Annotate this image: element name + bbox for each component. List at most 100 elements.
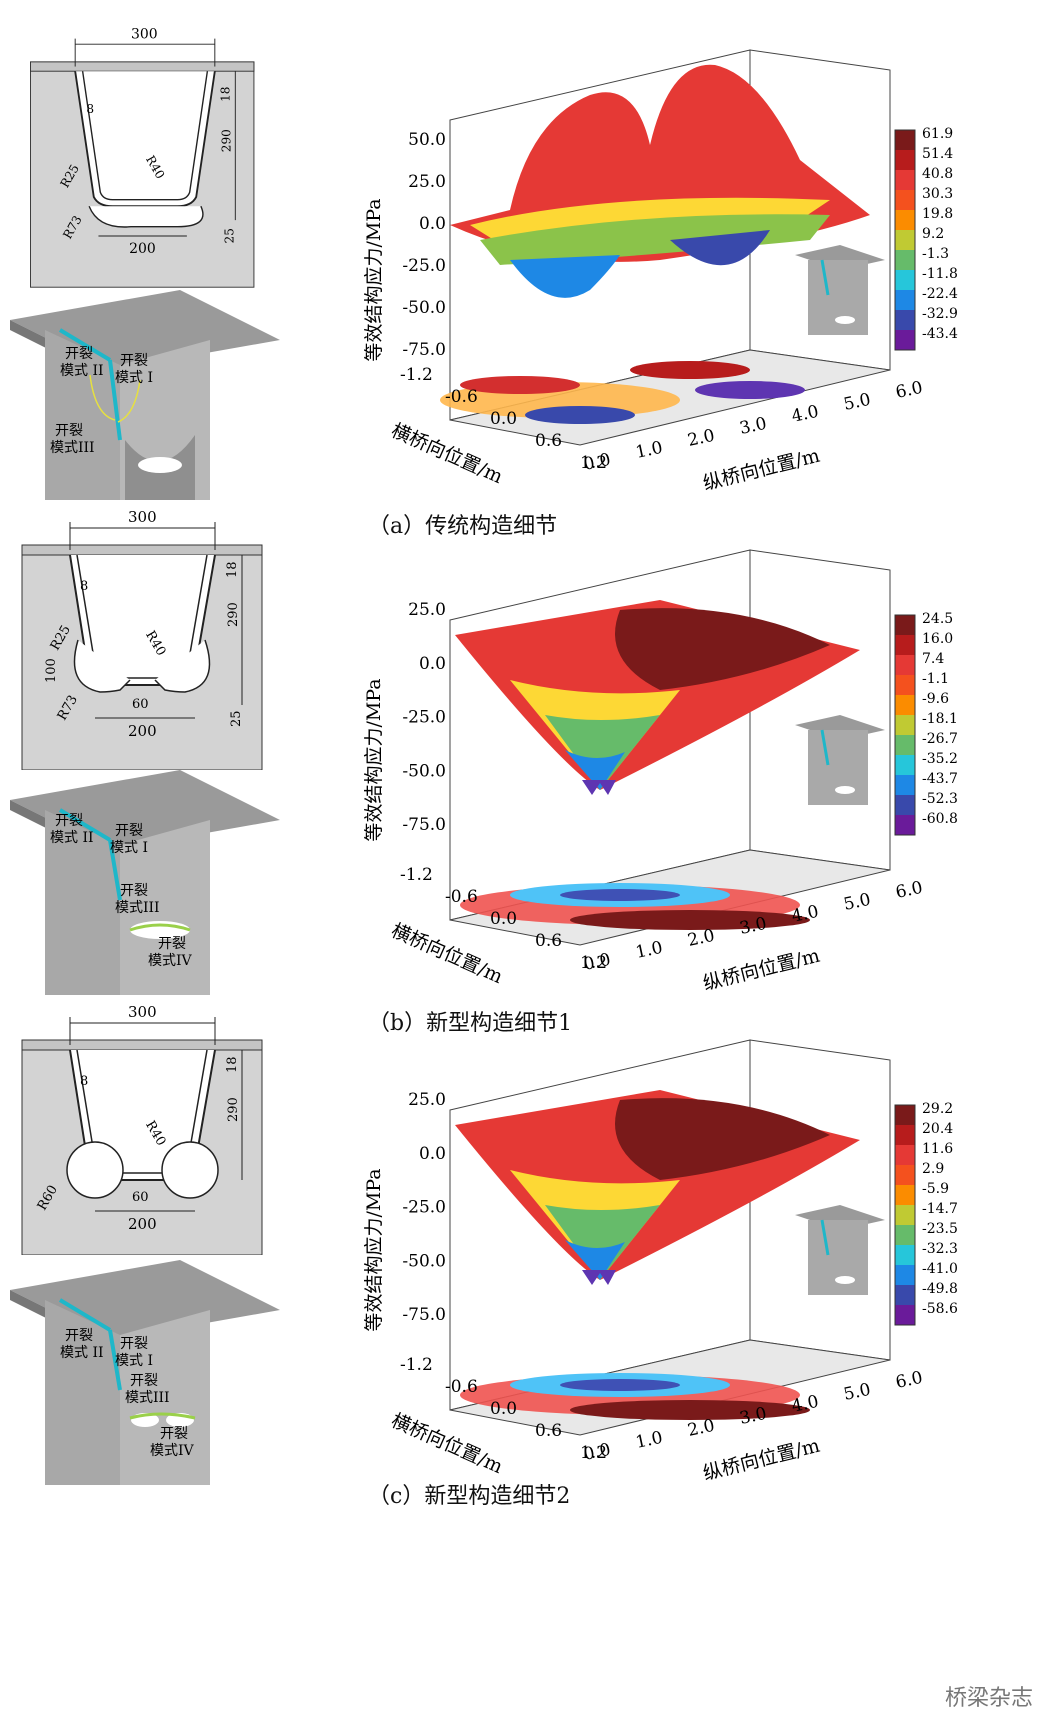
y-tick-label: -1.2 — [400, 365, 433, 385]
inset-weld — [820, 1219, 830, 1256]
y-tick-label: 0.0 — [490, 909, 517, 929]
colorbar-label: 51.4 — [922, 146, 953, 162]
x-tick-label: 6.0 — [894, 878, 925, 903]
colorbar-segment — [895, 1105, 915, 1126]
x-tick-label: 6.0 — [894, 378, 925, 403]
z-tick-label: -75.0 — [402, 815, 446, 835]
z-tick-label: 0.0 — [419, 1144, 446, 1164]
y-tick-label: -1.2 — [400, 865, 433, 885]
z-tick-label: -50.0 — [402, 298, 446, 318]
inset-web — [808, 730, 868, 805]
colorbar-label: -23.5 — [922, 1221, 958, 1237]
colorbar-segment — [895, 1185, 915, 1206]
z-tick-label: 25.0 — [408, 172, 446, 192]
colorbar-label: -60.8 — [922, 811, 958, 827]
z-tick-label: 25.0 — [408, 1090, 446, 1110]
surface-trough — [582, 780, 616, 795]
x-axis-label: 纵桥向位置/m — [701, 945, 822, 995]
z-tick-label: 50.0 — [408, 130, 446, 150]
colorbar-label: 16.0 — [922, 631, 953, 647]
inset-cutout — [835, 786, 855, 794]
caption-a: （a）传统构造细节 — [368, 514, 558, 539]
z-tick-label: -25.0 — [402, 1198, 446, 1218]
colorbar-label: -22.4 — [922, 286, 958, 302]
dim-deck: 18 — [219, 87, 233, 102]
colorbar-label: -11.8 — [922, 266, 958, 282]
dim-top-width: 300 — [128, 510, 157, 526]
colorbar-label: -18.1 — [922, 711, 958, 727]
colorbar-segment — [895, 815, 915, 836]
stress-surface — [455, 1090, 860, 1285]
colorbar-label: 7.4 — [922, 651, 944, 667]
panel-b: 300 8 18 290 25 R25 100 R40 R73 60 200 开… — [0, 510, 1063, 1040]
y-tick-label: -0.6 — [445, 1377, 478, 1397]
colorbar-label: 24.5 — [922, 611, 953, 627]
crack-label-2b: 模式 I — [110, 840, 148, 856]
dim-bottom-gap: 25 — [229, 710, 244, 727]
dim-bottom-width: 200 — [128, 1215, 157, 1233]
inset-cutout — [835, 1276, 855, 1284]
x-tick-label: 1.0 — [634, 938, 665, 963]
crack-label-3a: 开裂 — [130, 1373, 158, 1389]
dim-bottom-width: 200 — [129, 241, 156, 257]
colorbar-segment — [895, 190, 915, 211]
colorbar-label: -1.1 — [922, 671, 949, 687]
crack-label-2a: 开裂 — [120, 353, 148, 369]
contour-cold-2 — [695, 381, 805, 399]
dim-depth: 290 — [226, 602, 241, 627]
inset-thumbnail — [795, 1205, 885, 1295]
y-axis-label: 横桥向位置/m — [388, 419, 506, 488]
panel-c: 300 8 18 290 R40 R60 60 200 开裂 模式 II 开裂 … — [0, 1005, 1063, 1530]
colorbar-label: -43.7 — [922, 771, 958, 787]
colorbar-segment — [895, 230, 915, 251]
x-tick-label: 4.0 — [790, 402, 821, 427]
colorbar-segment — [895, 1285, 915, 1306]
dim-depth: 290 — [226, 1097, 241, 1122]
surface-band-green — [545, 1205, 660, 1280]
dim-top-width: 300 — [128, 1005, 157, 1021]
colorbar-segment — [895, 775, 915, 796]
colorbar-segment — [895, 1205, 915, 1226]
colorbar-segment — [895, 1245, 915, 1266]
colorbar-label: 40.8 — [922, 166, 953, 182]
dim-center: 60 — [132, 1190, 149, 1205]
surface-band-blue — [565, 750, 625, 790]
colorbar-label: 19.8 — [922, 206, 953, 222]
surface-band-blue — [565, 1240, 625, 1280]
colorbar-segment — [895, 130, 915, 151]
inset-cutout — [835, 316, 855, 324]
colorbar-frame — [894, 614, 916, 836]
colorbar-segment — [895, 735, 915, 756]
crack-label-3b: 模式III — [125, 1390, 170, 1406]
colorbar-label: -1.3 — [922, 246, 949, 262]
inset-thumbnail — [795, 715, 885, 805]
colorbar-label: -52.3 — [922, 791, 958, 807]
z-axis-label: 等效结构应力/MPa — [363, 1168, 385, 1331]
y-tick-label: 0.0 — [490, 409, 517, 429]
colorbar-label: -5.9 — [922, 1181, 949, 1197]
section-drawing: 300 8 18 290 R40 R60 60 200 — [21, 1005, 263, 1255]
contour-cold-1 — [560, 1379, 680, 1391]
z-tick-label: -50.0 — [402, 761, 446, 781]
colorbar-frame — [894, 129, 916, 351]
colorbar-segment — [895, 310, 915, 331]
y-tick-label: 0.6 — [535, 431, 562, 451]
crack-label-3a: 开裂 — [55, 423, 83, 439]
crack-label-4b: 模式IV — [150, 1443, 195, 1459]
inset-thumbnail — [795, 245, 885, 335]
colorbar-segment — [895, 1125, 915, 1146]
colorbar-segment — [895, 675, 915, 696]
colorbar-label: -9.6 — [922, 691, 949, 707]
inset-web — [808, 260, 868, 335]
z-tick-label: 0.0 — [419, 654, 446, 674]
x-tick-label: 5.0 — [842, 890, 873, 915]
surface-band-green — [480, 214, 830, 265]
axis-back-wall — [749, 1039, 891, 1361]
y-tick-label: 1.2 — [580, 1443, 607, 1463]
x-tick-label: 2.0 — [686, 426, 717, 451]
model-3d: 开裂 模式 II 开裂 模式 I 开裂 模式III — [10, 290, 280, 500]
colorbar-segment — [895, 1145, 915, 1166]
z-tick-label: 25.0 — [408, 600, 446, 620]
dim-deck: 18 — [225, 1056, 240, 1073]
x-tick-label: 5.0 — [842, 1380, 873, 1405]
